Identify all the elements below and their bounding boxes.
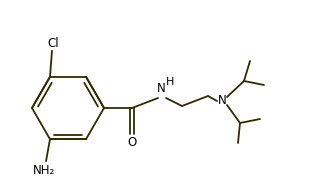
Text: N: N	[157, 83, 165, 95]
Text: H: H	[166, 77, 174, 87]
Text: N: N	[218, 94, 226, 108]
Text: NH₂: NH₂	[33, 164, 55, 177]
Text: Cl: Cl	[47, 37, 59, 50]
Text: O: O	[128, 137, 137, 150]
